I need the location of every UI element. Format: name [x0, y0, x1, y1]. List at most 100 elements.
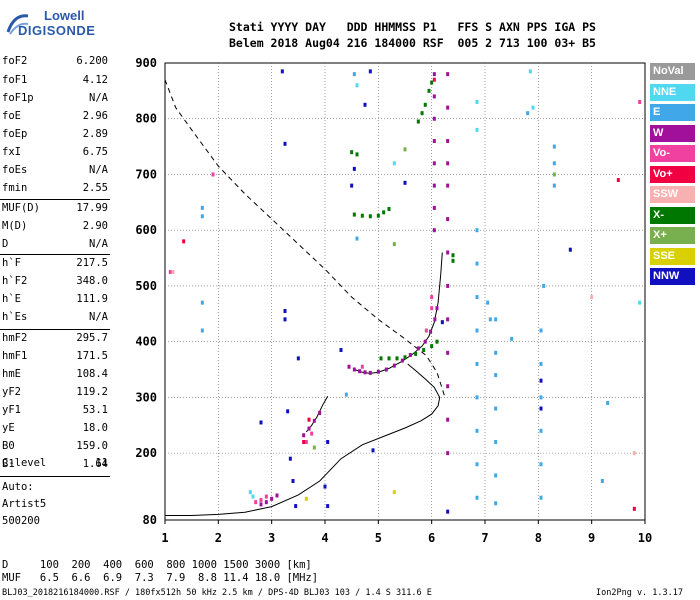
echo-point-e	[475, 328, 479, 333]
logo-swoosh-icon	[6, 14, 29, 35]
muf-row: MUF 6.5 6.6 6.9 7.3 7.9 8.8 11.4 18.0 [M…	[2, 572, 319, 584]
header-line-2: Belem 2018 Aug04 216 184000 RSF 005 2 71…	[229, 36, 596, 50]
echo-point-ssw	[171, 269, 175, 274]
echo-point-w	[432, 183, 436, 188]
echo-point-w	[312, 418, 316, 423]
echo-point-x	[435, 339, 439, 344]
file-info: BLJ03_2018216184000.RSF / 180fx512h 50 k…	[2, 588, 432, 598]
param-value: 295.7	[76, 332, 108, 344]
echo-point-w	[358, 369, 362, 374]
echo-point-nnw	[352, 166, 356, 171]
echo-point-x	[451, 253, 455, 258]
x-tick-label: 4	[321, 531, 328, 545]
param-row: B0 159.0	[2, 440, 108, 453]
param-value: 2.89	[82, 128, 108, 140]
echo-point-e	[539, 462, 543, 467]
echo-point-w	[446, 72, 450, 77]
param-value: 6.200	[76, 55, 108, 67]
echo-point-x	[416, 119, 420, 124]
echo-point-e	[552, 183, 556, 188]
echo-point-e	[352, 72, 356, 77]
param-value: 53.1	[82, 404, 108, 416]
echo-point-w	[302, 433, 306, 438]
echo-point-nnw	[296, 356, 300, 361]
param-value: 11	[95, 457, 108, 469]
echo-point-nnw	[326, 504, 330, 509]
echo-point-w	[446, 250, 450, 255]
param-value: 348.0	[76, 275, 108, 287]
echo-point-nnw	[294, 504, 298, 509]
param-value: 4.12	[82, 74, 108, 86]
param-key: fmin	[2, 182, 28, 194]
echo-point-w	[446, 283, 450, 288]
param-key: hmF2	[2, 332, 28, 344]
echo-point-nnw	[446, 509, 450, 514]
echo-point-nne	[251, 494, 255, 499]
param-row: foF2 6.200	[2, 55, 108, 68]
y-tick-label: 80	[143, 513, 157, 527]
echo-point-nnw	[283, 141, 287, 146]
param-separator	[0, 199, 110, 200]
param-key: h`F	[2, 257, 21, 269]
echo-point-e	[355, 236, 359, 241]
param-row: yF1 53.1	[2, 404, 108, 417]
echo-point-x	[451, 258, 455, 263]
echo-point-e	[494, 373, 498, 378]
echo-point-w	[446, 161, 450, 166]
header-line-1: Stati YYYY DAY DDD HHMMSS P1 FFS S AXN P…	[229, 20, 596, 34]
param-key: foF1	[2, 74, 28, 86]
echo-point-nnw	[539, 406, 543, 411]
x-tick-label: 8	[535, 531, 542, 545]
param-key: yF1	[2, 404, 21, 416]
echo-point-vo	[182, 239, 186, 244]
param-key: h`Es	[2, 311, 28, 323]
echo-point-nnw	[363, 102, 367, 107]
echo-point-nnw	[339, 348, 343, 353]
echo-point-vo	[360, 364, 364, 369]
echo-point-e	[488, 317, 492, 322]
echo-point-vo	[430, 295, 434, 300]
x-tick-label: 6	[428, 531, 435, 545]
echo-point-w	[259, 502, 263, 507]
echo-point-w	[432, 72, 436, 77]
param-value: 6.75	[82, 146, 108, 158]
y-tick-label: 900	[135, 56, 157, 70]
param-row: h`F 217.5	[2, 257, 108, 270]
echo-point-e	[510, 336, 514, 341]
param-value: 171.5	[76, 350, 108, 362]
trace-line-profile	[165, 363, 441, 516]
echo-point-w	[446, 183, 450, 188]
param-row: C-level 11	[2, 457, 108, 470]
echo-point-x	[382, 210, 386, 215]
echo-point-e	[494, 317, 498, 322]
echo-point-w	[432, 205, 436, 210]
echo-point-nnw	[539, 378, 543, 383]
param-key: MUF(D)	[2, 202, 40, 214]
echo-point-nnw	[286, 409, 290, 414]
echo-point-vo	[424, 328, 428, 333]
param-row: h`E 111.9	[2, 293, 108, 306]
echo-point-e	[539, 395, 543, 400]
distance-row: D 100 200 400 600 800 1000 1500 3000 [km…	[2, 559, 312, 571]
echo-point-nnw	[403, 180, 407, 185]
param-key: M(D)	[2, 220, 28, 232]
echo-point-vo	[430, 306, 434, 311]
echo-point-e	[486, 300, 490, 305]
param-key: h`E	[2, 293, 21, 305]
echo-point-x	[387, 356, 391, 361]
param-key: hmE	[2, 368, 21, 380]
echo-point-w	[432, 94, 436, 99]
echo-point-e	[539, 328, 543, 333]
echo-point-e	[200, 205, 204, 210]
echo-point-e	[344, 392, 348, 397]
echo-point-e	[494, 439, 498, 444]
echo-point-x	[392, 242, 396, 247]
echo-point-vo	[211, 172, 215, 177]
plot-frame	[164, 62, 646, 521]
param-value: N/A	[89, 92, 108, 104]
echo-point-nne	[355, 83, 359, 88]
param-row: D N/A	[2, 238, 108, 251]
echo-point-nnw	[291, 478, 295, 483]
echo-point-w	[347, 364, 351, 369]
echo-point-e	[494, 350, 498, 355]
